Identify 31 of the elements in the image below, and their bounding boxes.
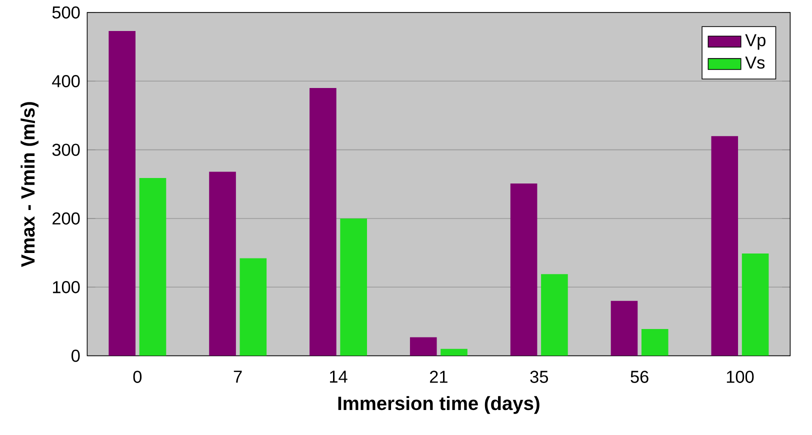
bar bbox=[440, 349, 468, 356]
y-axis-title: Vmax - Vmin (m/s) bbox=[20, 102, 39, 268]
bar bbox=[410, 337, 437, 356]
x-tick-label: 100 bbox=[726, 370, 754, 384]
y-tick-label: 200 bbox=[52, 212, 80, 225]
bar bbox=[510, 184, 538, 356]
y-tick-label: 300 bbox=[52, 144, 80, 156]
x-tick-label: 7 bbox=[234, 370, 242, 383]
y-tick-label: 500 bbox=[52, 6, 80, 19]
bar bbox=[310, 88, 336, 356]
bar bbox=[742, 254, 769, 356]
y-tick-label: 0 bbox=[72, 350, 80, 362]
x-tick-label: 0 bbox=[133, 370, 142, 384]
y-tick-label: 100 bbox=[52, 281, 80, 294]
bar bbox=[711, 136, 738, 356]
x-axis-title: Immersion time (days) bbox=[338, 396, 540, 414]
legend-label: Vp bbox=[745, 34, 766, 50]
bar bbox=[240, 258, 267, 356]
bar bbox=[340, 218, 367, 356]
bar bbox=[139, 178, 166, 356]
bar bbox=[209, 172, 236, 356]
y-tick-label: 400 bbox=[52, 75, 80, 88]
bar bbox=[541, 274, 568, 356]
bar bbox=[108, 31, 136, 356]
legend-label: Vs bbox=[745, 56, 765, 69]
bar bbox=[641, 329, 668, 356]
bar bbox=[610, 300, 638, 356]
x-tick-label: 35 bbox=[530, 370, 548, 384]
x-tick-label: 56 bbox=[630, 370, 648, 384]
x-tick-label: 14 bbox=[330, 370, 348, 383]
x-tick-label: 21 bbox=[430, 370, 448, 383]
